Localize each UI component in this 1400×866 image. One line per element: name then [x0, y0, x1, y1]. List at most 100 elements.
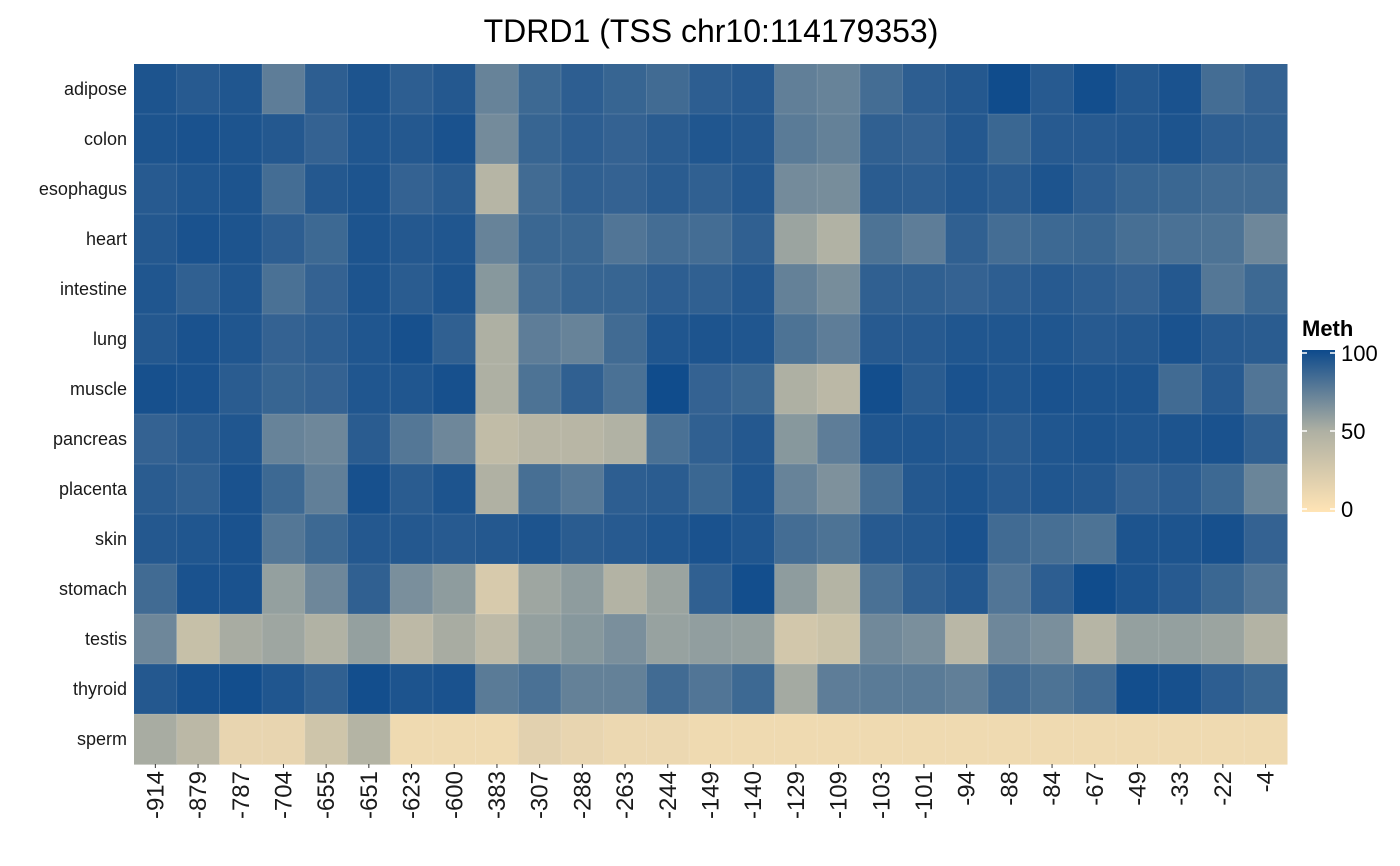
chart-title: TDRD1 (TSS chr10:114179353): [484, 13, 939, 49]
heatmap-cell: [1244, 214, 1288, 265]
row-label: placenta: [59, 479, 128, 499]
row-label: heart: [86, 229, 127, 249]
heatmap-cell: [945, 714, 989, 765]
heatmap-cell: [1073, 514, 1117, 565]
heatmap-cell: [859, 314, 904, 365]
heatmap-cell: [689, 164, 733, 215]
heatmap-cell: [603, 264, 647, 315]
heatmap-cell: [817, 414, 861, 465]
heatmap-cell: [134, 364, 178, 415]
heatmap-cell: [1116, 614, 1160, 665]
heatmap-cell: [945, 214, 989, 265]
column-label: -288: [569, 771, 596, 819]
heatmap-cell: [1201, 364, 1245, 415]
heatmap-cell: [731, 64, 776, 115]
heatmap-cell: [902, 164, 946, 215]
heatmap-cell: [1244, 264, 1288, 315]
heatmap-cell: [988, 714, 1032, 765]
heatmap-cell: [1158, 514, 1203, 565]
heatmap-cell: [731, 414, 776, 465]
column-label: -4: [1253, 771, 1280, 792]
heatmap-cell: [1030, 264, 1074, 315]
heatmap-cell: [347, 114, 391, 165]
heatmap-cell: [347, 564, 391, 615]
heatmap-cell: [176, 664, 220, 715]
heatmap-cell: [1244, 614, 1288, 665]
heatmap-cell: [817, 564, 861, 615]
heatmap-cell: [988, 314, 1032, 365]
heatmap-cell: [1201, 164, 1245, 215]
heatmap-cell: [646, 714, 690, 765]
heatmap-cell: [902, 664, 946, 715]
heatmap-cell: [134, 214, 178, 265]
heatmap-cell: [1116, 464, 1160, 515]
heatmap-cell: [176, 514, 220, 565]
heatmap-cell: [475, 264, 519, 315]
heatmap-cell: [304, 314, 349, 365]
column-label: -88: [996, 771, 1023, 806]
heatmap-cell: [1073, 264, 1117, 315]
column-label: -140: [740, 771, 767, 819]
heatmap-cell: [390, 114, 434, 165]
heatmap-cell: [262, 164, 306, 215]
heatmap-cell: [817, 114, 861, 165]
colorbar-tick-label: 100: [1341, 341, 1378, 366]
heatmap-cell: [603, 514, 647, 565]
heatmap-cell: [774, 464, 818, 515]
heatmap-cell: [176, 714, 220, 765]
heatmap-cell: [945, 664, 989, 715]
heatmap-cell: [731, 164, 776, 215]
heatmap-cell: [1073, 64, 1117, 115]
row-label: testis: [85, 629, 127, 649]
heatmap-cell: [859, 264, 904, 315]
heatmap-cell: [304, 714, 349, 765]
heatmap-cell: [689, 64, 733, 115]
heatmap-cell: [945, 64, 989, 115]
column-label: -103: [868, 771, 895, 819]
heatmap-cell: [603, 314, 647, 365]
heatmap-cell: [859, 514, 904, 565]
row-label: colon: [84, 129, 127, 149]
heatmap-cell: [603, 114, 647, 165]
heatmap-cell: [902, 464, 946, 515]
heatmap-cell: [134, 264, 178, 315]
heatmap-cell: [561, 314, 605, 365]
column-label: -263: [612, 771, 639, 819]
heatmap-cell: [945, 364, 989, 415]
heatmap-cell: [134, 714, 178, 765]
heatmap-cell: [475, 414, 519, 465]
heatmap-cell: [731, 514, 776, 565]
heatmap-cell: [731, 214, 776, 265]
heatmap-cell: [1244, 114, 1288, 165]
heatmap-cell: [1030, 364, 1074, 415]
cell-gridlines: [134, 64, 1287, 764]
heatmap-cell: [1116, 114, 1160, 165]
heatmap-cell: [1158, 314, 1203, 365]
heatmap-cell: [304, 414, 349, 465]
heatmap-cell: [1158, 214, 1203, 265]
x-axis-tick-labels: -914 -879 -787 -704 -655 -651 -623 -600 -383 -307…: [142, 764, 1280, 819]
heatmap-cell: [475, 514, 519, 565]
heatmap-cell: [347, 664, 391, 715]
heatmap-cell: [1158, 414, 1203, 465]
heatmap-cell: [219, 564, 263, 615]
heatmap-cell: [1030, 414, 1074, 465]
colorbar-tick-label: 50: [1341, 419, 1365, 444]
heatmap-cell: [774, 564, 818, 615]
heatmap-cell: [347, 414, 391, 465]
heatmap-cell: [1030, 164, 1074, 215]
heatmap-cell: [390, 264, 434, 315]
heatmap-cell: [859, 564, 904, 615]
heatmap-cell: [1073, 714, 1117, 765]
heatmap-cell: [561, 364, 605, 415]
heatmap-cell: [1244, 664, 1288, 715]
heatmap-cell: [176, 64, 220, 115]
heatmap-cell: [219, 264, 263, 315]
heatmap-cell: [1030, 664, 1074, 715]
heatmap-cell: [219, 214, 263, 265]
heatmap-cell: [859, 464, 904, 515]
heatmap-cell: [859, 414, 904, 465]
heatmap-cell: [1244, 314, 1288, 365]
heatmap-cell: [1030, 464, 1074, 515]
heatmap-cell: [518, 414, 562, 465]
